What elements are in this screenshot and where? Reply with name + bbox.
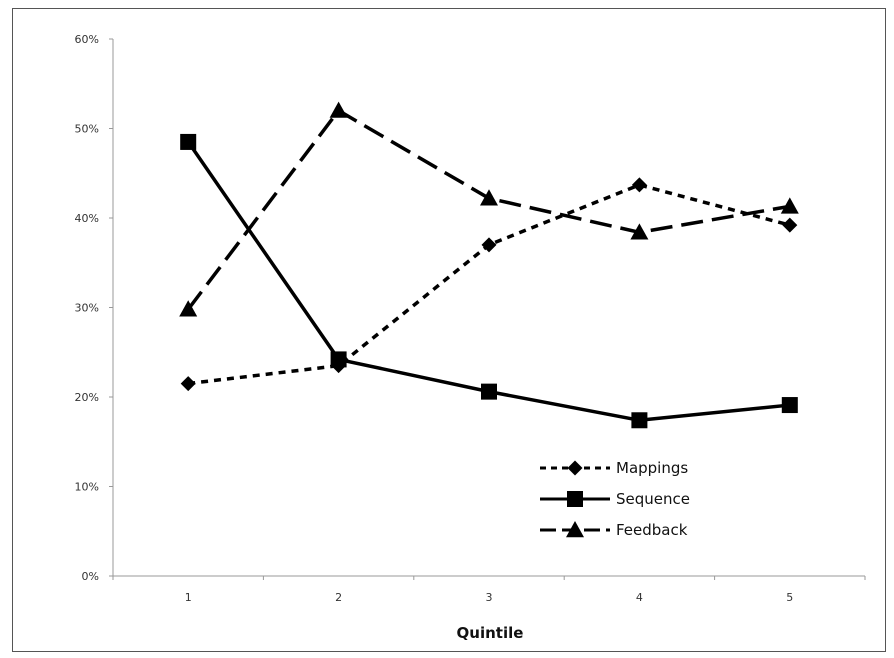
legend-item-sequence: Sequence [540,490,690,508]
legend-item-mappings: Mappings [540,459,688,477]
data-point-feedback [630,223,649,240]
y-tick-label: 0% [82,570,99,583]
legend-item-feedback: Feedback [540,521,688,539]
x-tick-label: 3 [486,591,493,604]
data-point-sequence [781,397,798,414]
series-layer [179,101,799,429]
legend-label-mappings: Mappings [616,459,688,477]
data-point-feedback [329,101,348,118]
series-line-feedback [186,108,791,311]
y-axis: 0% 10% 20% 30% 40% 50% 60% [75,33,114,583]
data-point-feedback [179,300,198,317]
series-line-sequence [186,140,790,423]
x-tick-label: 2 [335,591,342,604]
chart-frame [12,8,886,652]
x-axis: 1 2 3 4 5 [112,575,866,604]
legend-marker-sequence [567,491,583,507]
y-tick-label: 60% [75,33,99,46]
x-axis-title: Quintile [457,624,524,642]
data-point-mappings [481,237,497,253]
legend-label-sequence: Sequence [616,490,690,508]
data-point-sequence [180,133,197,150]
series-feedback [179,101,799,317]
data-point-feedback [480,189,498,206]
x-tick-label: 5 [786,591,793,604]
y-tick-label: 10% [75,481,99,494]
y-tick-label: 30% [75,302,99,315]
legend: Mappings Sequence Feedback [540,459,690,539]
data-point-sequence [330,351,347,368]
data-point-mappings [782,217,798,233]
data-point-mappings [180,376,196,392]
y-tick-label: 20% [75,391,99,404]
legend-marker-mappings [567,460,583,476]
x-tick-label: 4 [636,591,643,604]
legend-marker-feedback [566,521,584,538]
series-mappings [180,177,798,392]
data-point-sequence [631,412,648,429]
y-tick-label: 50% [75,123,99,136]
data-point-feedback [780,197,799,214]
x-tick-label: 1 [185,591,192,604]
y-tick-label: 40% [75,212,99,225]
legend-label-feedback: Feedback [616,521,688,539]
series-sequence [180,133,798,429]
data-point-mappings [631,177,647,193]
series-line-mappings [187,183,791,386]
data-point-sequence [481,383,497,400]
